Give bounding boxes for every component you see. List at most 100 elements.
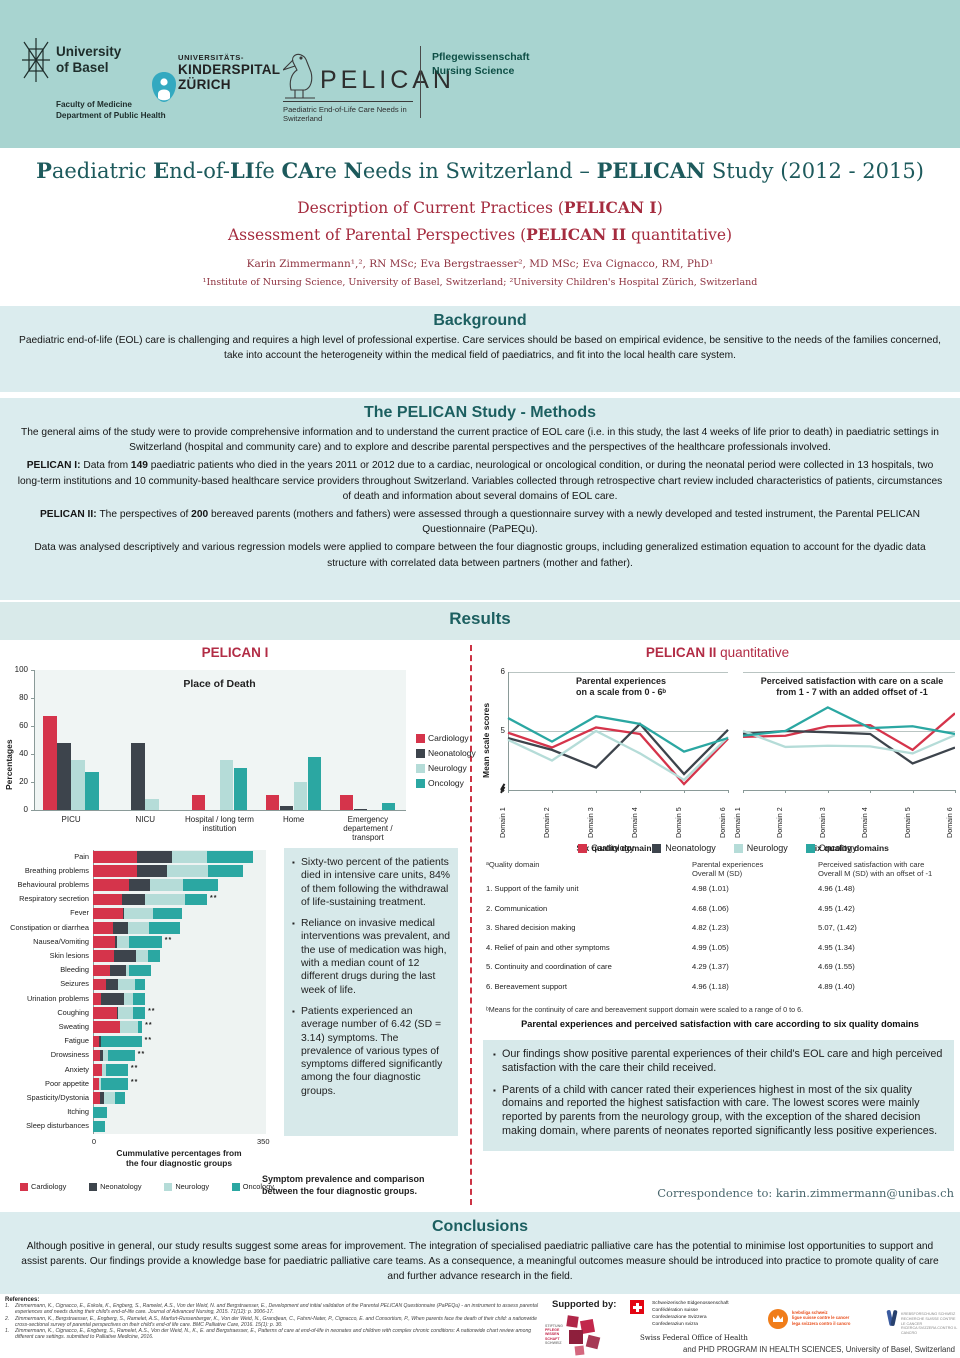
rich-text-segment: fe	[254, 159, 282, 183]
legend-item: Oncology	[805, 843, 857, 853]
rich-text-segment: CA	[281, 158, 315, 183]
x-tick-mark	[870, 790, 872, 793]
stacked-segment-oncology	[138, 1021, 143, 1033]
legend-label: Cardiology	[428, 733, 469, 743]
x-tick-mark	[596, 790, 597, 793]
stacked-segment-neonatology	[100, 993, 124, 1005]
methods-paragraph: Data was analysed descriptively and vari…	[34, 542, 926, 569]
legend-label: Cardiology	[31, 1182, 67, 1191]
bar-neonatology	[353, 808, 368, 810]
symptom-label: Fatigue	[64, 1036, 89, 1046]
stacked-segment-oncology	[148, 950, 160, 962]
table-cell: 5. Continuity and coordination of care	[486, 962, 612, 971]
stacked-segment-neonatology	[128, 879, 150, 891]
methods-paragraph: PELICAN II: The perspectives of 200 bere…	[40, 509, 920, 536]
stacked-segment-neurology	[124, 907, 154, 920]
line-series-cardiology	[742, 712, 955, 752]
finding-bullet: ▪ Parents of a child with cancer rated th…	[493, 1084, 944, 1139]
swiss-line: Confédération suisse	[652, 1308, 698, 1313]
stacked-segment-cardiology	[93, 950, 115, 962]
stiftung-pflegewissenschaft-logo: STIFTUNG PFLEGE WISSEN SCHAFT SCHWEIZ	[545, 1315, 605, 1356]
header-band: University of Basel Faculty of Medicine …	[0, 0, 960, 148]
stacked-segment-oncology	[107, 1049, 135, 1062]
y-tick-label: 5	[500, 726, 505, 735]
table-row: 3. Shared decision making 4.82 (1.23) 5.07…	[486, 923, 954, 943]
stacked-segment-cardiology	[93, 1049, 100, 1062]
line-series-cardiology	[507, 726, 729, 786]
swiss-federal-office-label: Swiss Federal Office of Health	[640, 1334, 748, 1342]
conclusions-text: Although positive in general, our study …	[21, 1241, 939, 1283]
x-tick-mark	[640, 790, 641, 793]
legend-item: Cardiology	[578, 843, 634, 853]
y-tick-mark	[31, 698, 34, 699]
stiftung-line: WISSEN	[545, 1332, 560, 1337]
rich-text-segment: aediatric	[51, 159, 154, 183]
stacked-segment-neonatology	[137, 851, 173, 863]
references-heading: References:	[5, 1297, 40, 1303]
legend-swatch-icon	[416, 734, 425, 743]
finding-bullet: ▪ Our findings show positive parental exp…	[493, 1048, 944, 1076]
x-tick-mark	[508, 790, 509, 793]
table-row: 6. Bereavement support 4.96 (1.18) 4.89 (1…	[486, 982, 954, 1002]
y-axis-label: Percentages	[4, 739, 14, 790]
stacked-segment-neonatology	[99, 1092, 104, 1104]
kinderspital-logo-icon	[152, 72, 176, 102]
significance-marker: **	[144, 1036, 153, 1044]
legend-item: Cardiology	[20, 1182, 66, 1191]
rich-text-segment: N	[343, 158, 363, 183]
pelican-logo-icon	[283, 53, 315, 99]
swiss-cross-icon	[630, 1300, 644, 1314]
bullet-text: Reliance on invasive medical interventio…	[301, 918, 451, 996]
symptom-label: Behavioural problems	[17, 879, 89, 889]
bar-cardiology	[339, 794, 354, 810]
significance-marker: **	[210, 894, 218, 902]
x-axis-label: Six quality domains	[809, 843, 889, 853]
unibas-line1: University	[56, 44, 122, 59]
stacked-segment-cardiology	[93, 865, 138, 877]
rich-text-segment: PELICAN II	[526, 225, 627, 244]
nursing-science-line2: Nursing Science	[432, 65, 515, 77]
significance-marker: **	[130, 1079, 139, 1087]
pelican1-heading: PELICAN I	[201, 645, 269, 660]
symptom-label: Spasticity/Dystonia	[26, 1092, 89, 1102]
rich-text-segment: PELICAN I	[563, 198, 657, 217]
table-cell: 4.82 (1.23)	[692, 923, 729, 932]
stacked-segment-neurology	[126, 964, 130, 977]
stacked-segment-neonatology	[99, 1049, 103, 1062]
stacked-segment-neurology	[136, 950, 149, 962]
stacked-segment-oncology	[93, 1120, 105, 1133]
y-tick-label: 40	[19, 749, 28, 758]
reference-number: 2.	[5, 1315, 10, 1322]
table-cell: 3. Shared decision making	[486, 923, 576, 932]
reference-item: 2. Zimmermann, K., Bergstraesser, E., Eng…	[5, 1316, 540, 1329]
x-tick-mark	[912, 790, 914, 793]
krebsliga-line: ligue suisse contre le cancer	[792, 1315, 850, 1321]
table-row: 2. Communication 4.68 (1.06) 4.95 (1.42)	[486, 904, 954, 924]
table-caption: Parental experiences and perceived satis…	[521, 1019, 919, 1029]
symptom-label: Sleep disturbances	[26, 1121, 89, 1131]
stacked-segment-neonatology	[110, 964, 127, 977]
bar-oncology	[307, 756, 322, 810]
column-divider	[470, 645, 472, 1205]
y-axis-line	[508, 672, 509, 790]
rich-text-segment: eeds in Switzerland –	[362, 159, 597, 183]
chart-title: Parental experiences on a scale from 0 -…	[575, 676, 667, 697]
correspondence-email[interactable]: Correspondence to: karin.zimmermann@unib…	[657, 1186, 954, 1200]
symptom-label: Coughing	[57, 1007, 89, 1017]
y-tick-label: 60	[19, 721, 28, 730]
stacked-segment-oncology	[105, 1064, 128, 1076]
conclusions-section: Conclusions Although positive in general…	[0, 1212, 960, 1294]
table-row: 4. Relief of pain and other symptoms 4.99…	[486, 943, 954, 963]
pelican2-findings-box: ▪ Our findings show positive parental exp…	[483, 1040, 954, 1151]
line-chart-legend: Cardiology Neonatology Neurology Oncology	[480, 843, 955, 853]
chart-title: Place of Death	[183, 678, 256, 690]
symptom-label: Seizures	[60, 979, 89, 989]
methods-heading: The PELICAN Study - Methods	[364, 404, 596, 421]
poster-title: Paediatric End-of-LIfe CAre Needs in Swi…	[0, 158, 960, 183]
legend-swatch-icon	[416, 764, 425, 773]
unibas-sub1: Faculty of Medicine	[56, 100, 132, 109]
legend-label: Neurology	[428, 763, 467, 773]
bar-oncology	[381, 803, 396, 810]
rich-text-segment: P	[36, 158, 52, 183]
